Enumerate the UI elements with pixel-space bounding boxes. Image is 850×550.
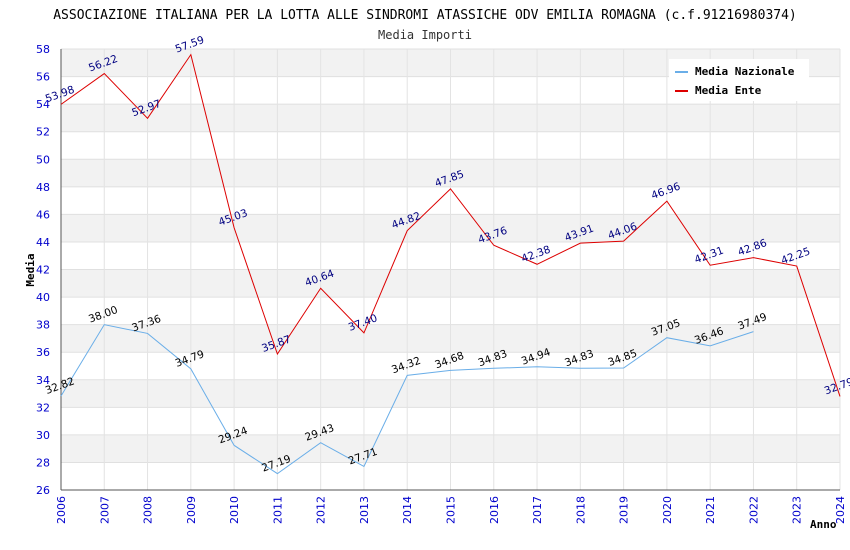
x-tick-label: 2021 bbox=[704, 496, 717, 524]
x-tick-label: 2012 bbox=[315, 496, 328, 524]
x-tick-label: 2006 bbox=[55, 496, 68, 524]
y-tick-label: 28 bbox=[36, 456, 50, 469]
y-tick-label: 40 bbox=[36, 291, 50, 304]
x-tick-label: 2014 bbox=[401, 496, 414, 524]
y-axis-ticks: 26 28 30 32 34 36 38 40 42 44 46 48 50 52 54 56 58 bbox=[36, 43, 50, 497]
y-tick-label: 38 bbox=[36, 319, 50, 332]
chart-title: ASSOCIAZIONE ITALIANA PER LA LOTTA ALLE … bbox=[53, 8, 797, 23]
x-tick-label: 2016 bbox=[488, 496, 501, 524]
y-tick-label: 48 bbox=[36, 181, 50, 194]
x-tick-label: 2009 bbox=[185, 496, 198, 524]
y-tick-label: 36 bbox=[36, 346, 50, 359]
y-tick-label: 54 bbox=[36, 98, 50, 111]
chart-subtitle: Media Importi bbox=[378, 28, 472, 42]
series-line-media-ente bbox=[60, 53, 841, 397]
x-axis-label: Anno bbox=[810, 518, 837, 531]
y-axis-label: Media bbox=[24, 253, 37, 286]
y-tick-label: 50 bbox=[36, 153, 50, 166]
x-tick-label: 2018 bbox=[574, 496, 587, 524]
y-tick-label: 30 bbox=[36, 429, 50, 442]
x-tick-label: 2023 bbox=[791, 496, 804, 524]
x-tick-label: 2011 bbox=[271, 496, 284, 524]
y-tick-label: 46 bbox=[36, 208, 50, 221]
legend-label-media-ente: Media Ente bbox=[695, 84, 762, 97]
x-tick-label: 2007 bbox=[98, 496, 111, 524]
x-tick-label: 2019 bbox=[618, 496, 631, 524]
grid-lines bbox=[60, 48, 841, 491]
x-axis-ticks: 2006 2007 2008 2009 2010 2011 2012 2013 2014 2015… bbox=[55, 496, 847, 524]
legend: Media Nazionale Media Ente bbox=[669, 59, 809, 101]
y-tick-label: 34 bbox=[36, 374, 50, 387]
y-tick-label: 42 bbox=[36, 264, 50, 277]
y-tick-label: 58 bbox=[36, 43, 50, 56]
y-tick-label: 32 bbox=[36, 401, 50, 414]
x-tick-label: 2015 bbox=[445, 496, 458, 524]
y-tick-label: 52 bbox=[36, 126, 50, 139]
x-tick-label: 2017 bbox=[531, 496, 544, 524]
series-line-media-nazionale bbox=[60, 324, 754, 475]
x-tick-label: 2013 bbox=[358, 496, 371, 524]
x-tick-label: 2008 bbox=[142, 496, 155, 524]
x-tick-label: 2020 bbox=[661, 496, 674, 524]
x-tick-label: 2024 bbox=[834, 496, 847, 524]
x-tick-label: 2010 bbox=[228, 496, 241, 524]
y-tick-label: 44 bbox=[36, 236, 50, 249]
x-tick-label: 2022 bbox=[747, 496, 760, 524]
y-tick-label: 26 bbox=[36, 484, 50, 497]
plot-lines bbox=[60, 53, 841, 475]
y-tick-label: 56 bbox=[36, 71, 50, 84]
legend-box bbox=[669, 59, 809, 101]
legend-label-media-nazionale: Media Nazionale bbox=[695, 65, 795, 78]
